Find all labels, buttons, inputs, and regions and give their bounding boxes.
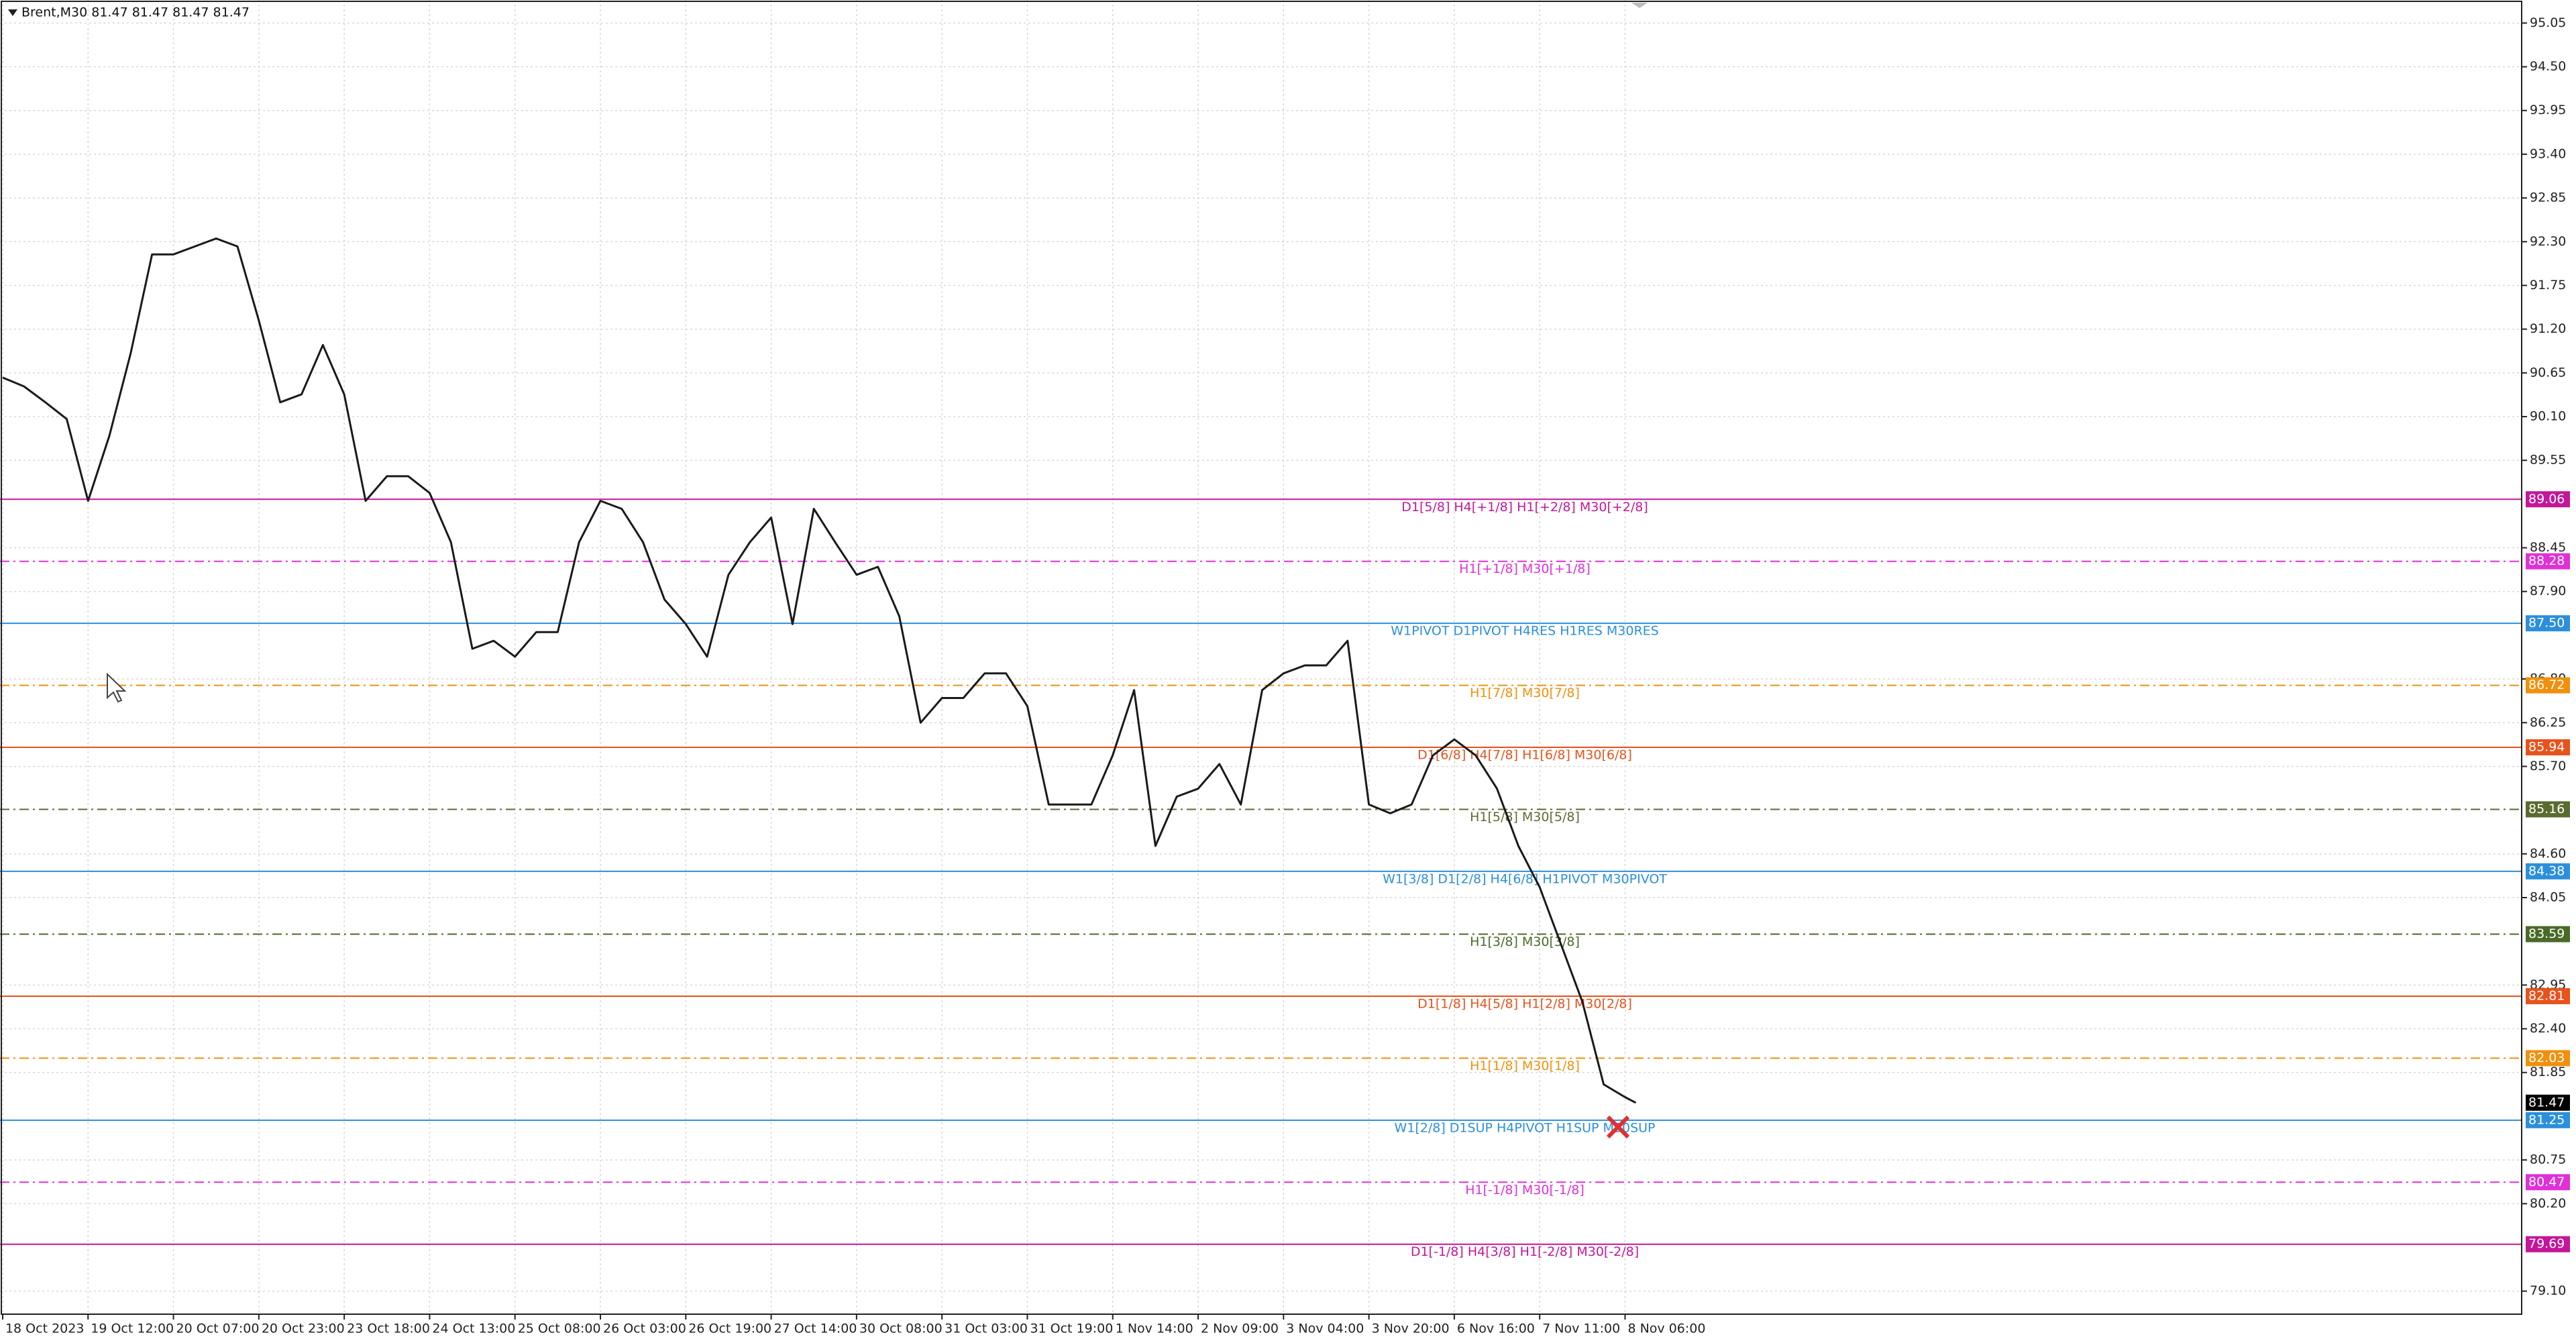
x-tick-label: 7 Nov 11:00 <box>1542 1322 1620 1336</box>
x-tick-label: 31 Oct 19:00 <box>1030 1322 1113 1336</box>
y-tick-label: 93.95 <box>2530 103 2566 117</box>
shift-marker <box>1631 3 1648 8</box>
level-label: H1[3/8] M30[3/8] <box>1470 934 1580 949</box>
y-tick-label: 92.85 <box>2530 191 2566 205</box>
level-price-label: 86.72 <box>2528 678 2565 692</box>
current-price-label: 81.47 <box>2528 1095 2565 1110</box>
y-tick-label: 90.10 <box>2530 409 2566 424</box>
y-tick-label: 89.55 <box>2530 453 2566 468</box>
level-price-box <box>2526 926 2570 943</box>
plot-frame <box>1 1 2522 1315</box>
mouse-cursor <box>107 672 127 703</box>
level-price-label: 79.69 <box>2528 1236 2565 1251</box>
y-tick-label: 80.20 <box>2530 1196 2566 1211</box>
level-price-box <box>2526 491 2570 508</box>
y-tick-label: 80.75 <box>2530 1153 2566 1167</box>
level-price-label: 80.47 <box>2528 1175 2565 1189</box>
level-label: D1[6/8] H4[7/8] H1[6/8] M30[6/8] <box>1417 748 1632 763</box>
x-tick-label: 20 Oct 07:00 <box>176 1322 260 1336</box>
x-tick-label: 26 Oct 19:00 <box>688 1322 771 1336</box>
y-tick-label: 92.30 <box>2530 234 2566 249</box>
price-line <box>2 237 1637 1104</box>
level-label: D1[-1/8] H4[3/8] H1[-2/8] M30[-2/8] <box>1411 1244 1639 1259</box>
level-label: W1PIVOT D1PIVOT H4RES H1RES M30RES <box>1391 624 1658 639</box>
level-price-box <box>2526 1236 2570 1252</box>
x-tick-label: 18 Oct 2023 <box>5 1322 84 1336</box>
x-tick-label: 8 Nov 06:00 <box>1627 1322 1705 1336</box>
level-label: D1[5/8] H4[+1/8] H1[+2/8] M30[+2/8] <box>1401 500 1648 515</box>
x-tick-label: 27 Oct 14:00 <box>774 1322 857 1336</box>
level-price-box <box>2526 1050 2570 1067</box>
x-tick-label: 19 Oct 12:00 <box>91 1322 174 1336</box>
level-price-label: 83.59 <box>2528 926 2565 941</box>
y-tick-label: 79.10 <box>2530 1283 2566 1298</box>
x-tick-label: 23 Oct 18:00 <box>347 1322 430 1336</box>
x-tick-label: 26 Oct 03:00 <box>603 1322 686 1336</box>
close-marker <box>1606 1115 1630 1139</box>
level-label: H1[-1/8] M30[-1/8] <box>1465 1183 1585 1197</box>
current-price-box <box>2526 1094 2570 1111</box>
y-tick-label: 88.45 <box>2530 540 2566 555</box>
x-tick-label: 31 Oct 03:00 <box>945 1322 1028 1336</box>
level-price-label: 89.06 <box>2528 492 2565 506</box>
level-price-box <box>2526 1174 2570 1191</box>
y-tick-label: 91.75 <box>2530 278 2566 292</box>
level-label: H1[1/8] M30[1/8] <box>1470 1059 1580 1073</box>
x-tick-label: 6 Nov 16:00 <box>1457 1322 1535 1336</box>
level-price-box <box>2526 615 2570 632</box>
level-label: H1[5/8] M30[5/8] <box>1470 810 1580 824</box>
level-price-box <box>2526 863 2570 879</box>
y-tick-label: 84.05 <box>2530 890 2566 904</box>
level-price-label: 87.50 <box>2528 616 2565 631</box>
level-price-box <box>2526 987 2570 1004</box>
level-price-label: 85.16 <box>2528 802 2565 816</box>
level-price-box <box>2526 739 2570 756</box>
plot <box>2 237 1637 1104</box>
level-price-box <box>2526 677 2570 694</box>
level-price-label: 82.81 <box>2528 988 2565 1003</box>
x-tick-label: 24 Oct 13:00 <box>432 1322 515 1336</box>
level-price-label: 88.28 <box>2528 553 2565 568</box>
level-label: H1[7/8] M30[7/8] <box>1470 686 1580 700</box>
level-price-label: 82.03 <box>2528 1051 2565 1065</box>
y-tick-label: 82.40 <box>2530 1021 2566 1036</box>
level-price-label: 81.25 <box>2528 1112 2565 1127</box>
level-label: W1[3/8] D1[2/8] H4[6/8] H1PIVOT M30PIVOT <box>1383 871 1667 886</box>
y-tick-label: 95.05 <box>2530 15 2566 30</box>
x-tick-label: 20 Oct 23:00 <box>262 1322 345 1336</box>
level-label: H1[+1/8] M30[+1/8] <box>1459 561 1591 576</box>
x-tick-label: 1 Nov 14:00 <box>1116 1322 1193 1336</box>
level-price-label: 85.94 <box>2528 740 2565 755</box>
level-price-box <box>2526 801 2570 818</box>
x-tick-label: 25 Oct 08:00 <box>518 1322 601 1336</box>
level-price-label: 84.38 <box>2528 863 2565 878</box>
x-tick-label: 2 Nov 09:00 <box>1201 1322 1279 1336</box>
y-tick-label: 84.60 <box>2530 846 2566 861</box>
chart-title: Brent,M30 81.47 81.47 81.47 81.47 <box>21 5 250 20</box>
y-tick-label: 81.85 <box>2530 1065 2566 1079</box>
level-price-box <box>2526 1112 2570 1128</box>
y-tick-label: 87.90 <box>2530 584 2566 598</box>
grid <box>0 0 2522 1314</box>
level-label: W1[2/8] D1SUP H4PIVOT H1SUP M30SUP <box>1394 1120 1655 1135</box>
level-label: D1[1/8] H4[5/8] H1[2/8] M30[2/8] <box>1417 996 1632 1011</box>
y-tick-label: 90.65 <box>2530 365 2566 380</box>
x-tick-label: 3 Nov 04:00 <box>1286 1322 1364 1336</box>
close-marker-stroke <box>1606 1115 1630 1139</box>
y-tick-label: 86.25 <box>2530 715 2566 730</box>
y-tick-label: 93.40 <box>2530 146 2566 161</box>
y-tick-label: 91.20 <box>2530 321 2566 336</box>
y-tick-label: 94.50 <box>2530 59 2566 74</box>
y-tick-label: 85.70 <box>2530 759 2566 773</box>
level-price-box <box>2526 553 2570 570</box>
x-tick-label: 30 Oct 08:00 <box>859 1322 943 1336</box>
header-menu-icon <box>8 9 17 16</box>
x-tick-label: 3 Nov 20:00 <box>1372 1322 1450 1336</box>
